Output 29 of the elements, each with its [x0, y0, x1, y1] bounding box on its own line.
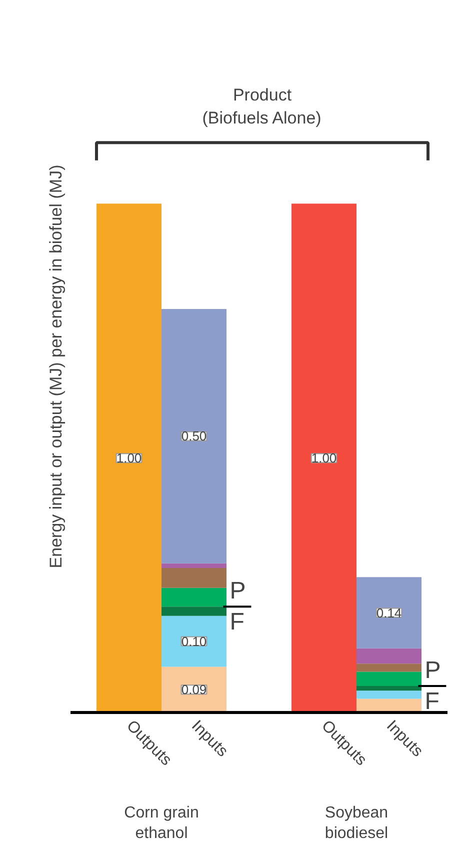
data-label: 0.10 [181, 634, 207, 649]
bar [162, 666, 226, 712]
annotation: P [424, 657, 441, 684]
data-label: 0.14 [376, 605, 402, 620]
bar [162, 309, 226, 564]
annotation: F [424, 688, 440, 716]
bar [356, 686, 422, 691]
bar [356, 648, 422, 664]
text: Corn grain ethanol [124, 804, 199, 842]
data-label: 0.09 [181, 682, 207, 698]
bar [356, 690, 422, 699]
bar [162, 563, 226, 568]
data-label: 1.00 [311, 450, 337, 466]
bar [356, 672, 422, 686]
bar [162, 568, 226, 588]
text: Soybean biodiesel [324, 804, 388, 842]
bar [292, 204, 356, 712]
bar [162, 616, 226, 667]
bar [356, 577, 422, 648]
y-axis-title: Energy input or output (MJ) per energy in biofuel (MJ) [46, 164, 66, 568]
bar [162, 606, 226, 616]
text: Product (Biofuels Alone) [202, 86, 322, 128]
bar [356, 664, 422, 672]
bar [96, 204, 162, 712]
data-label: 0.50 [181, 428, 207, 444]
annotation: F [230, 608, 244, 636]
annotation: P [230, 578, 246, 605]
data-label: 1.00 [116, 450, 142, 466]
bar [162, 588, 226, 607]
